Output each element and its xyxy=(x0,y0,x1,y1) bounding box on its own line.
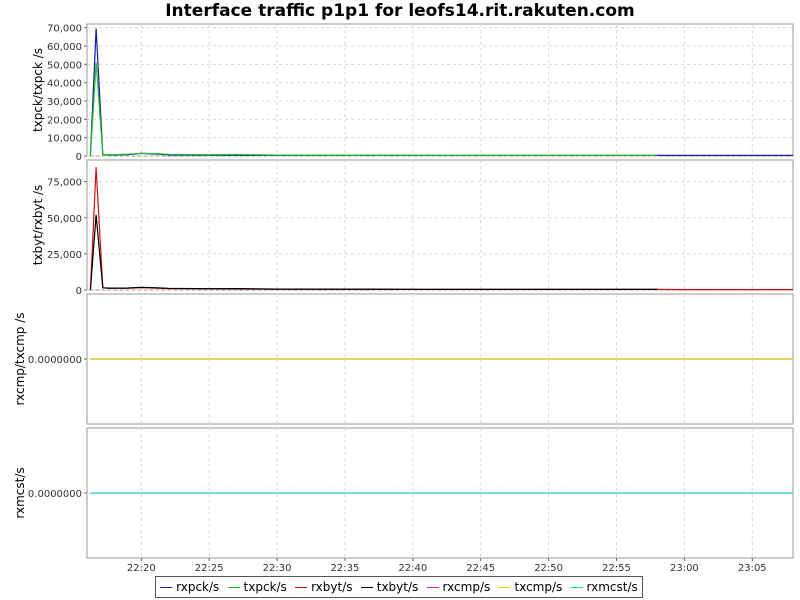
legend-swatch xyxy=(498,586,511,588)
y-tick-label: 50,000 xyxy=(47,214,82,225)
legend-label: txcmp/s xyxy=(514,580,563,594)
legend-swatch xyxy=(570,586,583,588)
legend-swatch xyxy=(360,586,373,588)
legend-label: rxmcst/s xyxy=(586,580,638,594)
y-axis-label-1: txpck/txpck /s xyxy=(31,48,45,132)
y-tick-label: 10,000 xyxy=(47,134,82,145)
y-tick-label: 40,000 xyxy=(47,79,82,90)
x-tick-label: 22:45 xyxy=(466,563,495,574)
series-line-txpcks xyxy=(89,62,658,157)
legend-swatch xyxy=(295,586,308,588)
y-axis-label-4: rxmcst/s xyxy=(13,467,27,518)
chart-title: Interface traffic p1p1 for leofs14.rit.r… xyxy=(165,1,635,21)
x-tick-label: 22:40 xyxy=(398,563,427,574)
legend-label: rxbyt/s xyxy=(311,580,353,594)
y-tick-label: 0 xyxy=(76,152,82,163)
legend-label: rxpck/s xyxy=(176,580,220,594)
legend-item: rxcmp/s xyxy=(426,580,491,594)
legend-item: rxbyt/s xyxy=(295,580,353,594)
y-tick-label: 60,000 xyxy=(47,42,82,53)
plot-area-1 xyxy=(86,23,794,157)
legend-swatch xyxy=(160,586,173,588)
legend-label: rxcmp/s xyxy=(442,580,491,594)
y-axis-label-2: txbyt/rxbyt /s xyxy=(31,185,45,266)
series-line-txbyts xyxy=(89,214,658,291)
y-tick-label: 30,000 xyxy=(47,97,82,108)
legend-item: txpck/s xyxy=(227,580,287,594)
legend-item: txbyt/s xyxy=(360,580,419,594)
y-tick-label: 75,000 xyxy=(47,178,82,189)
y-tick-label: 70,000 xyxy=(47,24,82,35)
legend-swatch xyxy=(227,586,240,588)
x-tick-label: 23:05 xyxy=(738,563,767,574)
x-tick-label: 22:25 xyxy=(195,563,224,574)
legend-swatch xyxy=(426,586,439,588)
legend-item: txcmp/s xyxy=(498,580,562,594)
x-tick-label: 22:20 xyxy=(127,563,156,574)
legend-item: rxpck/s xyxy=(160,580,219,594)
x-tick-label: 22:55 xyxy=(602,563,631,574)
y-tick-label: 0 xyxy=(76,286,82,297)
legend-label: txpck/s xyxy=(243,580,287,594)
plot-area-2 xyxy=(86,159,794,291)
y-tick-label: 0.0000000 xyxy=(28,489,82,500)
legend-label: txbyt/s xyxy=(376,580,419,594)
x-tick-label: 22:35 xyxy=(331,563,360,574)
chart-legend: rxpck/s txpck/s rxbyt/s txbyt/s rxcmp/s txcmp… xyxy=(155,576,643,598)
y-tick-label: 0.0000000 xyxy=(28,355,82,366)
y-tick-label: 50,000 xyxy=(47,60,82,71)
y-tick-label: 20,000 xyxy=(47,115,82,126)
legend-item: rxmcst/s xyxy=(570,580,638,594)
y-tick-label: 25,000 xyxy=(47,250,82,261)
x-tick-label: 22:30 xyxy=(263,563,292,574)
x-tick-label: 22:50 xyxy=(534,563,563,574)
y-axis-label-3: rxcmp/txcmp /s xyxy=(13,312,27,405)
x-tick-label: 23:00 xyxy=(670,563,699,574)
